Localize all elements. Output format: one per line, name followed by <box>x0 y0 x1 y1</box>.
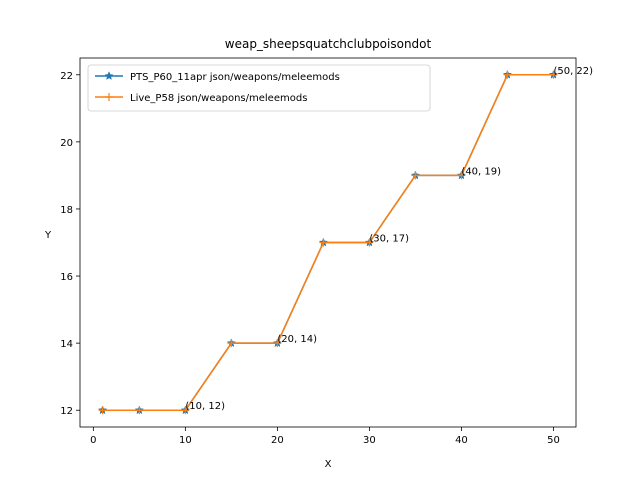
data-point <box>227 339 236 348</box>
legend-box <box>87 64 431 112</box>
y-tick-label: 16 <box>60 272 73 283</box>
series-2 <box>98 70 558 415</box>
plot-area: 0 10 20 30 40 50 12 14 16 18 20 22 (10, 12) (20, 14) (… <box>60 57 593 446</box>
x-tick-label: 10 <box>179 435 192 446</box>
data-point <box>549 70 558 79</box>
x-tick-label: 30 <box>363 435 376 446</box>
data-point <box>181 406 190 415</box>
y-tick-label: 14 <box>60 339 73 350</box>
chart-title: weap_sheepsquatchclubpoisondot <box>225 37 432 51</box>
legend-label: Live_P58 json/weapons/meleemods <box>130 93 307 104</box>
data-point <box>319 238 328 247</box>
y-tick-label: 20 <box>60 138 73 149</box>
data-point <box>503 70 512 79</box>
x-tick-label: 50 <box>547 435 560 446</box>
point-annotation: (30, 17) <box>369 234 409 245</box>
y-tick-label: 12 <box>60 406 73 417</box>
x-tick-label: 0 <box>90 435 96 446</box>
data-point <box>411 171 420 180</box>
x-axis-title: X <box>325 459 332 470</box>
y-tick-label: 18 <box>60 205 73 216</box>
legend: PTS_P60_11apr json/weapons/meleemods Live… <box>87 64 431 112</box>
point-annotation: (10, 12) <box>185 401 225 412</box>
data-point <box>365 238 374 247</box>
axes-frame <box>79 57 577 428</box>
data-point <box>273 339 282 348</box>
x-tick-label: 20 <box>271 435 284 446</box>
legend-label: PTS_P60_11apr json/weapons/meleemods <box>130 72 340 83</box>
legend-marker <box>105 93 113 101</box>
point-annotation: (40, 19) <box>461 166 501 177</box>
data-point <box>98 406 107 415</box>
legend-marker <box>104 71 114 80</box>
data-point <box>457 171 466 180</box>
point-annotation: (50, 22) <box>553 66 593 77</box>
data-point <box>135 406 144 415</box>
point-annotation: (20, 14) <box>277 334 317 345</box>
x-tick-label: 40 <box>455 435 468 446</box>
y-axis-title: Y <box>44 230 52 241</box>
y-tick-label: 22 <box>60 71 73 82</box>
